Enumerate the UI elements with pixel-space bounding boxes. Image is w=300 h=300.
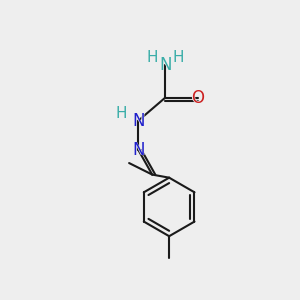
- Text: N: N: [158, 56, 172, 74]
- Text: N: N: [131, 112, 145, 130]
- Text: N: N: [132, 112, 145, 130]
- Text: N: N: [132, 141, 145, 159]
- Text: H: H: [146, 50, 158, 65]
- Text: H: H: [116, 106, 127, 121]
- Text: O: O: [190, 88, 205, 106]
- Text: N: N: [131, 141, 145, 159]
- Text: O: O: [191, 88, 204, 106]
- Text: N: N: [159, 56, 172, 74]
- Text: H: H: [172, 50, 184, 65]
